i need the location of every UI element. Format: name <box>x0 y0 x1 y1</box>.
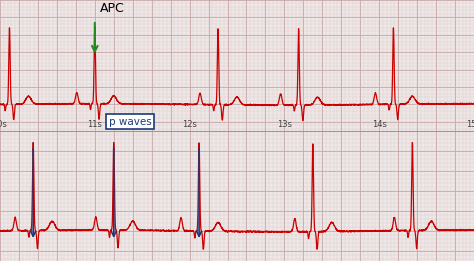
Text: APC: APC <box>100 2 124 15</box>
Text: p waves: p waves <box>109 117 152 127</box>
